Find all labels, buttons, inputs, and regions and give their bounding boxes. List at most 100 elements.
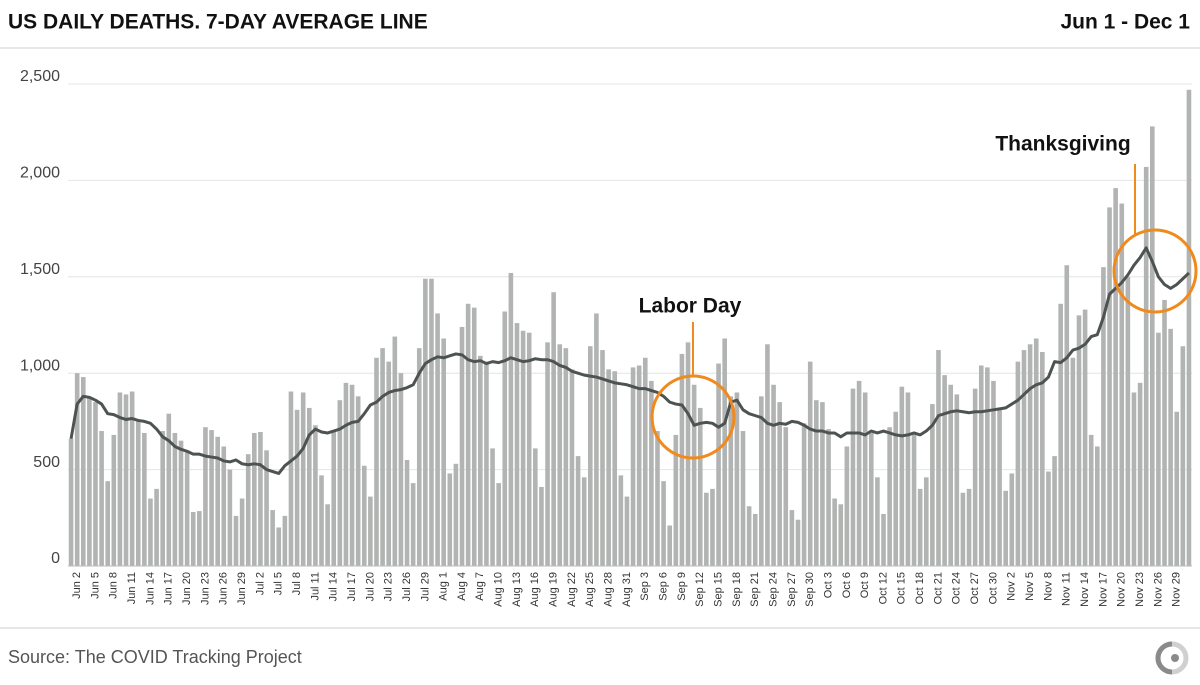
bar [807, 361, 813, 566]
x-tick-label: Jun 11 [126, 572, 138, 604]
bar [142, 432, 147, 566]
bar [484, 361, 489, 566]
bar [190, 512, 196, 566]
bar [404, 459, 410, 566]
bar [1070, 357, 1076, 566]
x-tick-label: Jul 29 [419, 572, 431, 601]
bar [1186, 89, 1192, 566]
x-tick-label: Aug 28 [603, 572, 615, 607]
x-tick-label: Jul 2 [254, 572, 266, 595]
bar [68, 438, 74, 566]
bar [160, 431, 165, 566]
bar [93, 402, 98, 566]
y-tick-label: 2,000 [20, 165, 60, 182]
x-tick-label: Nov 14 [1079, 572, 1091, 607]
x-tick-label: Aug 31 [621, 572, 633, 607]
bar [496, 483, 501, 566]
y-tick-label: 2,500 [20, 68, 60, 85]
bar [1131, 392, 1137, 566]
bar [820, 402, 825, 566]
x-tick-label: Aug 1 [438, 572, 450, 601]
bar [887, 427, 892, 566]
bar [551, 292, 556, 566]
bar [789, 510, 795, 566]
bar [349, 384, 355, 566]
bar [844, 446, 850, 566]
bar [1009, 473, 1015, 566]
bar [1058, 303, 1063, 566]
bar [313, 425, 318, 566]
y-tick-label: 1,500 [20, 261, 60, 278]
x-tick-label: Sep 27 [786, 572, 798, 607]
annotation-label: Thanksgiving [995, 133, 1130, 156]
bar [441, 338, 446, 566]
bar [123, 394, 129, 566]
bar [319, 475, 324, 566]
bar [801, 423, 807, 566]
bar [258, 432, 263, 566]
bar [942, 375, 947, 566]
bar [331, 431, 337, 566]
bar [264, 450, 269, 566]
bar [1113, 188, 1118, 566]
bar [80, 377, 86, 566]
bar [172, 432, 178, 566]
bar [771, 384, 776, 566]
bar [410, 483, 416, 566]
bar [667, 525, 673, 566]
bar [557, 344, 563, 566]
x-tick-label: Sep 18 [731, 572, 743, 607]
x-tick-label: Jul 20 [364, 572, 376, 601]
bar [893, 411, 899, 566]
bar [868, 432, 874, 566]
bar [752, 513, 758, 566]
x-tick-label: Nov 29 [1171, 572, 1183, 607]
bar [233, 515, 239, 566]
bar [587, 346, 593, 566]
x-tick-label: Jun 14 [144, 572, 156, 605]
bar [423, 278, 428, 566]
bar [1040, 351, 1045, 566]
bar [691, 384, 697, 566]
average-line [69, 246, 1190, 475]
bar [533, 448, 538, 566]
annotation-circle [1112, 228, 1198, 314]
bar [453, 463, 459, 566]
bar [881, 513, 886, 566]
bar [545, 342, 550, 566]
x-tick-label: Nov 20 [1116, 572, 1128, 607]
bar [154, 488, 159, 566]
x-tick-label: Sep 6 [658, 572, 670, 601]
bar [1180, 346, 1186, 566]
x-tick-label: Nov 8 [1042, 572, 1054, 601]
bar [1168, 328, 1173, 566]
bar [649, 380, 654, 566]
bar [917, 488, 923, 566]
annotations: Labor Day Thanksgiving [639, 133, 1198, 460]
bar [117, 392, 123, 566]
bar [697, 407, 703, 566]
bar [1174, 411, 1180, 566]
x-tick-label: Nov 17 [1097, 572, 1109, 607]
x-tick-label: Nov 11 [1061, 572, 1073, 606]
bar [618, 475, 624, 566]
bar [655, 431, 660, 566]
x-tick-label: Jul 11 [309, 572, 321, 601]
bar [105, 481, 111, 566]
bar [1149, 126, 1155, 566]
bar [954, 394, 960, 566]
source: Source: The COVID Tracking Project [8, 647, 302, 667]
bar [1033, 338, 1039, 566]
bar [252, 432, 257, 566]
x-tick-label: Oct 21 [932, 572, 944, 604]
x-tick-label: Nov 2 [1006, 572, 1018, 601]
bar [575, 456, 581, 566]
bar [991, 380, 996, 566]
bar [294, 409, 300, 566]
bar [386, 361, 392, 566]
bar [459, 326, 465, 566]
x-tick-label: Aug 7 [474, 572, 486, 601]
bar [337, 400, 343, 566]
y-tick-label: 0 [51, 550, 60, 567]
